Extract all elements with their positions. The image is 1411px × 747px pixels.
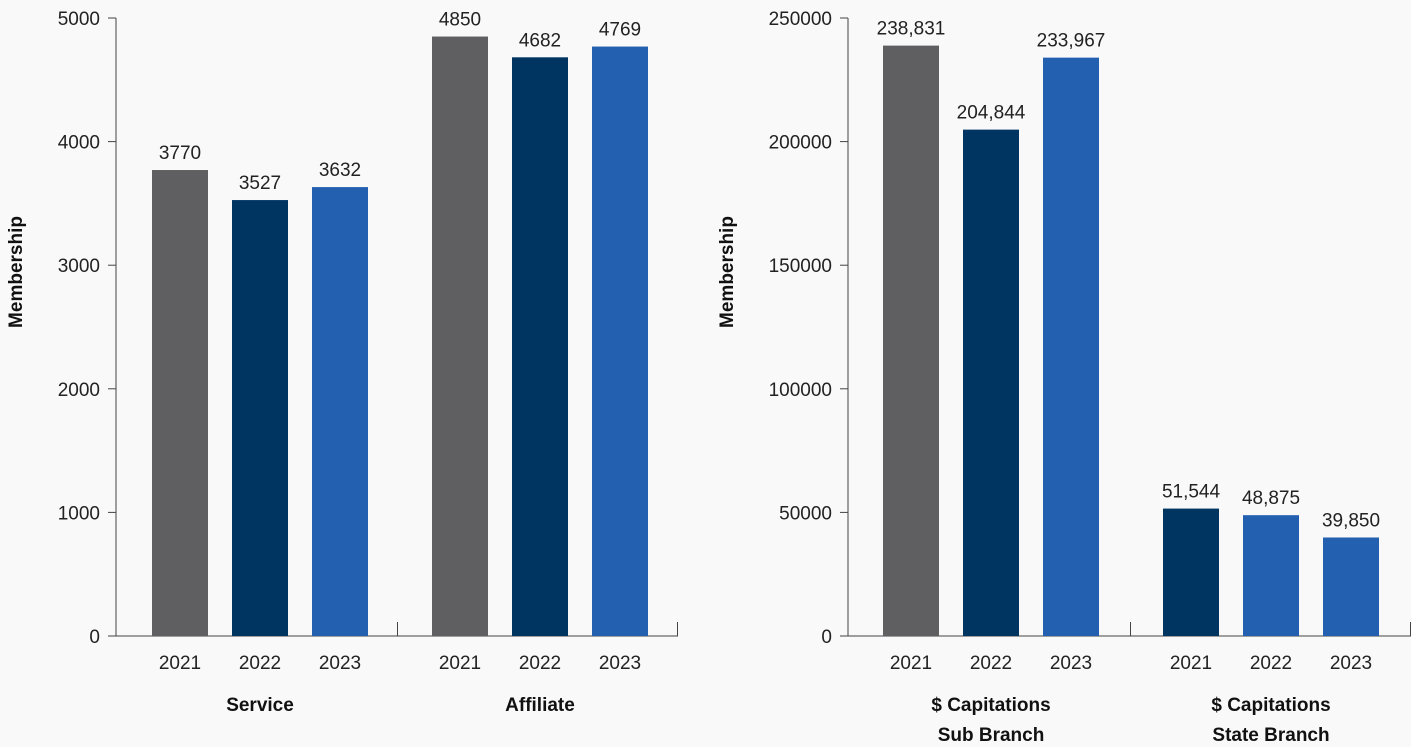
bar-value-label: 4850: [439, 10, 481, 31]
bar-value-label: 238,831: [877, 19, 946, 40]
x-group-label: $ Capitations: [1211, 695, 1330, 716]
y-tick-label: 100000: [769, 380, 832, 401]
x-category-label: 2022: [970, 653, 1012, 674]
bar-value-label: 3527: [239, 173, 281, 194]
x-category-label: 2023: [319, 653, 361, 674]
y-tick-label: 5000: [58, 9, 100, 30]
y-axis-title: Membership: [6, 216, 27, 328]
y-tick-label: 3000: [58, 256, 100, 277]
y-axis-title: Membership: [717, 216, 738, 328]
x-category-label: 2022: [239, 653, 281, 674]
bar-value-label: 3632: [319, 160, 361, 181]
y-tick-label: 50000: [779, 503, 832, 524]
bar-value-label: 204,844: [957, 103, 1026, 124]
bar-value-label: 3770: [159, 143, 201, 164]
bar-value-label: 39,850: [1322, 510, 1380, 531]
y-tick-label: 0: [89, 627, 100, 648]
bar: [592, 46, 648, 637]
y-tick-label: 4000: [58, 133, 100, 154]
bar: [1243, 515, 1299, 636]
bar: [1323, 537, 1379, 636]
x-group-label: $ Capitations: [931, 695, 1050, 716]
x-category-label: 2021: [159, 653, 201, 674]
bar: [883, 45, 939, 637]
bar: [432, 36, 488, 637]
y-tick-label: 200000: [769, 133, 832, 154]
y-tick-label: 150000: [769, 256, 832, 277]
x-category-label: 2023: [1330, 653, 1372, 674]
chart-panel-capitations: 0 50000 100000 150000 200000 250000 Membership…: [717, 9, 1411, 746]
x-category-label: 2022: [1250, 653, 1292, 674]
x-category-label: 2021: [1170, 653, 1212, 674]
x-category-label: 2023: [1050, 653, 1092, 674]
bar-value-label: 48,875: [1242, 488, 1300, 509]
y-tick-label: 0: [821, 627, 832, 648]
chart-panel-members: 0 1000 2000 3000 4000 5000 Membership 3770 2021 3…: [6, 9, 678, 716]
x-group-label: Service: [226, 695, 294, 716]
x-group-label: Affiliate: [505, 695, 575, 716]
x-category-label: 2022: [519, 653, 561, 674]
bar-value-label: 51,544: [1162, 482, 1221, 503]
bar-value-label: 4682: [519, 30, 561, 51]
y-tick-label: 2000: [58, 380, 100, 401]
x-category-label: 2023: [599, 653, 641, 674]
y-tick-label: 1000: [58, 503, 100, 524]
x-category-label: 2021: [890, 653, 932, 674]
x-group-label: State Branch: [1212, 725, 1329, 746]
bar: [512, 57, 568, 636]
x-group-label: Sub Branch: [938, 725, 1045, 746]
bar-value-label: 4769: [599, 20, 641, 41]
bar: [963, 129, 1019, 637]
bar: [1163, 508, 1219, 636]
bar: [312, 187, 368, 637]
bar: [1043, 57, 1099, 637]
bar: [152, 170, 208, 636]
x-category-label: 2021: [439, 653, 481, 674]
bar: [232, 200, 288, 636]
bar-value-label: 233,967: [1037, 31, 1106, 52]
y-tick-label: 250000: [769, 9, 832, 30]
